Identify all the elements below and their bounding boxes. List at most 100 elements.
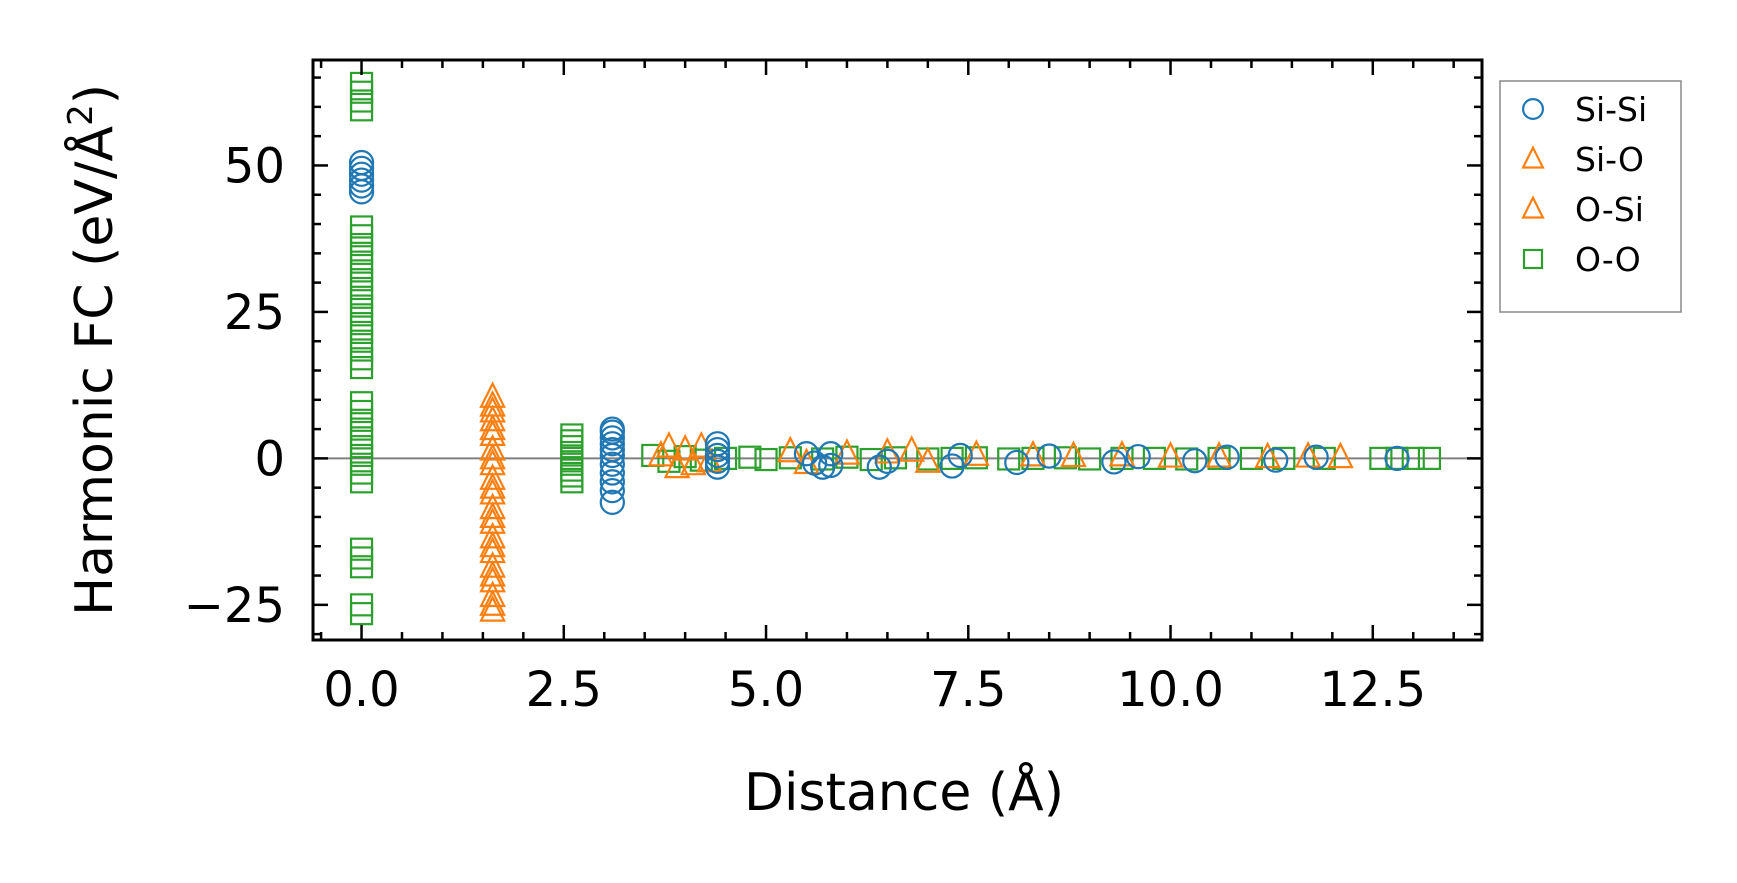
data-point [964,446,988,470]
data-point [818,452,844,479]
data-point [1078,447,1102,471]
data-point [1053,446,1077,470]
data-point [599,477,625,504]
data-point [348,155,375,182]
data-point [349,602,374,626]
ticks-layer [313,60,1482,640]
data-point [866,454,892,480]
data-point [641,443,665,468]
data-point [349,537,374,561]
x-tick-label: 10.0 [1117,662,1224,718]
data-point [479,471,506,499]
data-point [704,442,731,469]
data-point [599,451,625,477]
data-point [963,439,990,466]
data-point [1239,446,1264,470]
legend-label-si-o: Si-O [1575,140,1644,179]
data-point [833,438,861,465]
data-point [704,448,731,474]
y-tick-label: 25 [224,285,285,341]
y-tick-labels: −25 0 25 50 [184,138,285,633]
data-point [479,559,506,587]
data-point [859,447,883,472]
data-point [671,433,699,461]
data-point [679,448,707,476]
data-point [1214,444,1240,470]
legend-marker-si-o [1521,145,1545,169]
data-point [348,161,375,187]
plot-frame [311,58,1484,642]
data-point [479,381,506,408]
data-point [754,447,778,472]
data-point [1182,448,1208,474]
data-point [599,416,625,442]
legend: Si-Si Si-O O-Si O-O [1499,80,1682,313]
x-axis-title: Distance (Å) [744,761,1064,823]
data-point [479,404,506,432]
data-point [810,454,836,480]
x-tick-label: 12.5 [1319,662,1426,718]
data-point [560,423,584,447]
legend-marker-o-o [1522,248,1544,270]
data-point [479,595,506,622]
data-point [1004,449,1030,476]
y-axis-title-superscript: 2 [61,104,101,126]
y-axis-title-main: Harmonic FC (eV/Å [63,125,125,616]
data-point [1417,446,1442,470]
data-point [479,589,506,616]
data-point [835,445,859,469]
data-point [1157,440,1184,468]
data-point [599,425,625,451]
legend-label-si-si: Si-Si [1575,90,1647,129]
data-point [1327,441,1354,469]
legend-label-o-o: O-O [1575,240,1641,279]
data-point [599,469,625,495]
data-point [599,489,625,515]
y-axis-title: Harmonic FC (eV/Å2) [61,84,125,616]
data-point [1101,449,1127,475]
data-point [348,167,375,193]
data-point [349,593,374,617]
data-point [479,395,506,423]
x-tick-label: 0.0 [323,662,399,718]
data-point [1384,445,1410,472]
data-point [914,446,942,473]
legend-marker-o-si [1521,195,1545,219]
data-point [349,215,374,239]
data-point [479,530,506,558]
data-point [479,433,506,461]
series-si-si [348,149,1410,515]
data-point [1060,440,1087,468]
data-point [704,431,731,457]
data-point [599,436,625,463]
data-point [1036,443,1062,469]
y-tick-label: −25 [184,578,285,634]
data-point [647,439,675,467]
legend-label-o-si: O-Si [1575,190,1644,229]
data-point [479,551,506,578]
data-point [479,580,506,608]
data-point [898,435,925,462]
legend-marker-si-si [1521,97,1544,120]
data-point [479,501,506,528]
data-point [655,430,683,458]
data-point [738,445,762,469]
data-point [663,451,691,479]
y-tick-label: 0 [254,431,285,487]
data-point [818,441,844,467]
data-point [349,546,374,570]
data-point [1021,446,1045,470]
series-o-si [479,395,506,616]
x-tick-label: 2.5 [526,662,602,718]
x-tick-labels: 0.0 2.5 5.0 7.5 10.0 12.5 [323,662,1426,718]
data-point [1263,447,1289,473]
y-axis-title-close: ) [65,84,125,104]
data-point [947,442,973,469]
data-point [479,521,506,549]
data-point [704,436,731,463]
x-tick-label: 5.0 [728,662,804,718]
data-point [599,431,625,457]
data-point [348,149,375,176]
data-point [479,492,506,520]
